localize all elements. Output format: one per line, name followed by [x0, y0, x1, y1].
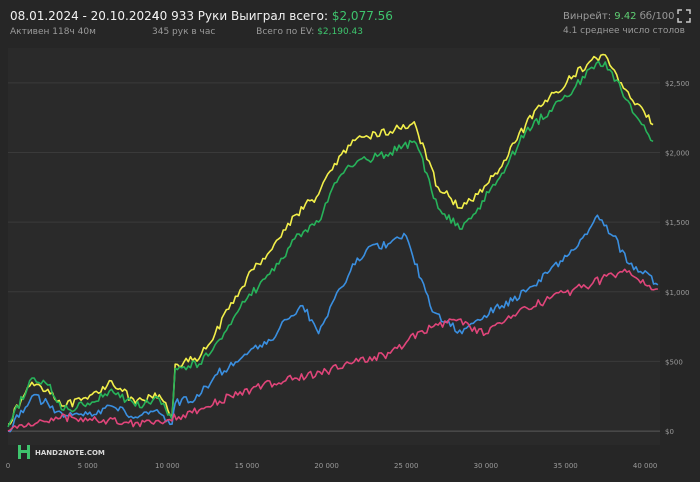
winnings-summary: Выиграл всего: $2,077.56 Всего по EV: $2… — [231, 9, 393, 37]
won-total-value: $2,077.56 — [331, 9, 393, 23]
x-tick-label: 35 000 — [553, 462, 578, 470]
x-tick-label: 40 000 — [633, 462, 658, 470]
fullscreen-icon-glyph — [677, 9, 691, 23]
won-total-label: Выиграл всего: — [231, 9, 329, 23]
y-axis: $0 $500 $1,000 $1,500 $2,000 $2,500 — [665, 80, 690, 436]
series-line — [7, 214, 659, 433]
logo-mark-bar — [18, 450, 30, 453]
winrate-unit: бб/100 — [639, 11, 675, 22]
stats-header: 08.01.2024 - 20.10.2024 Активен 118ч 40м… — [0, 0, 700, 48]
x-tick-label: 0 — [6, 462, 10, 470]
profit-chart-svg: $0 $500 $1,000 $1,500 $2,000 $2,500 0 5 000 10 … — [6, 48, 690, 470]
x-tick-label: 30 000 — [474, 462, 499, 470]
series-lines — [7, 53, 659, 433]
x-tick-label: 25 000 — [394, 462, 419, 470]
y-tick-label: $1,500 — [665, 219, 690, 227]
winrate-summary: Винрейт: 9.42 бб/100 4.1 среднее число с… — [563, 9, 685, 36]
grid-lines — [8, 82, 660, 432]
x-tick-label: 20 000 — [314, 462, 339, 470]
hand2note-logo: HAND2NOTE.COM — [18, 445, 105, 459]
profit-graph: $0 $500 $1,000 $1,500 $2,000 $2,500 0 5 000 10 … — [0, 48, 700, 478]
y-tick-label: $0 — [665, 428, 674, 436]
x-tick-label: 10 000 — [155, 462, 180, 470]
date-range: 08.01.2024 - 20.10.2024 — [10, 9, 160, 23]
hands-count: 40 933 Руки — [152, 9, 228, 23]
y-tick-label: $2,500 — [665, 80, 690, 88]
winrate-value: 9.42 — [614, 11, 637, 22]
y-tick-label: $1,000 — [665, 289, 690, 297]
active-time: Активен 118ч 40м — [10, 27, 96, 37]
x-tick-label: 5 000 — [78, 462, 98, 470]
plot-area — [8, 48, 660, 445]
series-line — [7, 60, 654, 428]
logo-text: HAND2NOTE.COM — [35, 449, 105, 457]
x-axis: 0 5 000 10 000 15 000 20 000 25 000 30 000 35 0… — [6, 462, 658, 470]
hands-per-hour: 345 рук в час — [152, 27, 216, 37]
ev-total-value: $2,190.43 — [317, 27, 363, 37]
ev-total-label: Всего по EV: — [256, 27, 315, 37]
hands-summary: 40 933 Руки 345 рук в час — [152, 9, 227, 37]
winrate-label: Винрейт: — [563, 11, 612, 22]
logo-mark-right — [27, 445, 30, 459]
y-tick-label: $2,000 — [665, 149, 690, 157]
series-line — [7, 268, 658, 432]
y-tick-label: $500 — [665, 358, 683, 366]
avg-tables: 4.1 среднее число столов — [563, 26, 685, 36]
session-summary: 08.01.2024 - 20.10.2024 Активен 118ч 40м — [10, 9, 159, 37]
fullscreen-icon[interactable] — [677, 8, 691, 23]
series-line — [7, 53, 654, 425]
x-tick-label: 15 000 — [235, 462, 260, 470]
